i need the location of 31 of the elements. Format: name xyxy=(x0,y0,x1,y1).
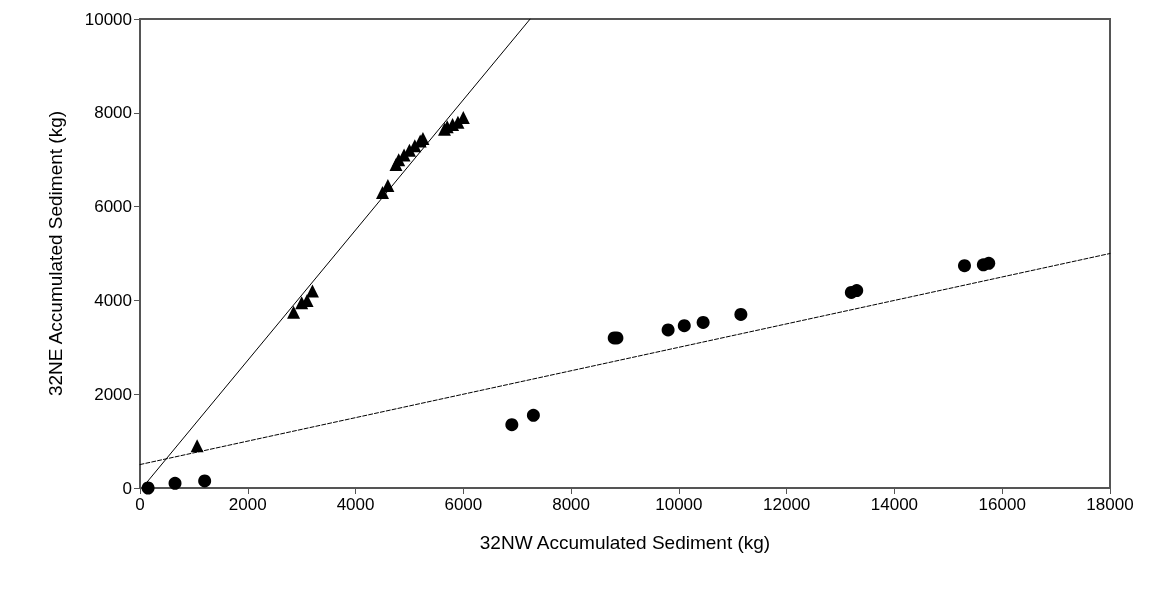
point xyxy=(505,418,519,432)
y-tick-label: 4000 xyxy=(94,290,132,310)
x-tick-label: 18000 xyxy=(1086,495,1134,514)
x-tick-label: 12000 xyxy=(763,495,811,514)
point xyxy=(677,319,691,333)
x-tick-label: 16000 xyxy=(978,495,1026,514)
x-tick-label: 0 xyxy=(135,495,145,514)
point xyxy=(526,408,540,422)
x-tick-label: 10000 xyxy=(655,495,703,514)
x-tick-label: 14000 xyxy=(870,495,919,514)
y-tick-label: 8000 xyxy=(94,103,132,123)
x-tick-label: 2000 xyxy=(228,495,267,514)
x-tick-label: 4000 xyxy=(336,495,375,514)
point xyxy=(287,305,301,319)
point xyxy=(958,259,971,273)
point xyxy=(198,474,212,488)
y-axis-title: 32NE Accumulated Sediment (kg) xyxy=(45,110,66,397)
point xyxy=(661,323,675,337)
y-tick-label: 10000 xyxy=(84,9,132,29)
point xyxy=(982,256,996,270)
point xyxy=(696,315,710,329)
point xyxy=(305,284,319,298)
x-tick-label: 8000 xyxy=(552,495,591,514)
y-tick-label: 0 xyxy=(122,478,132,498)
point xyxy=(734,307,748,321)
x-tick-label: 6000 xyxy=(444,495,483,514)
point xyxy=(850,284,864,298)
point xyxy=(168,476,182,490)
x-axis-title: 32NW Accumulated Sediment (kg) xyxy=(479,532,771,553)
y-tick-label: 6000 xyxy=(94,197,132,217)
y-tick-label: 2000 xyxy=(94,384,132,404)
